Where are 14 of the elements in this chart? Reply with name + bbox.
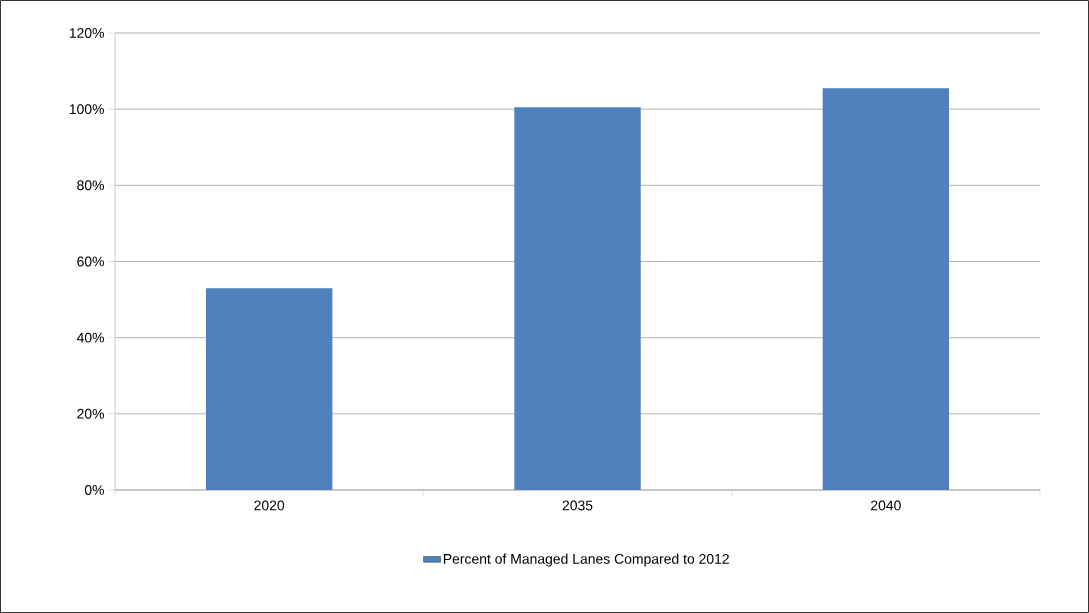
x-tick-label: 2020 — [254, 500, 285, 511]
x-tick-label: 2035 — [562, 500, 593, 511]
y-tick-label: 100% — [69, 104, 104, 115]
legend-label: Percent of Managed Lanes Compared to 2012 — [443, 553, 729, 567]
y-tick-label: 40% — [76, 332, 104, 343]
bar — [822, 88, 950, 490]
y-tick-label: 120% — [69, 28, 104, 38]
y-tick-label: 0% — [84, 485, 104, 495]
bar — [205, 288, 333, 490]
y-tick-label: 60% — [77, 256, 104, 267]
bar — [514, 107, 641, 490]
y-tick-label: 80% — [77, 180, 104, 191]
y-tick-label: 20% — [77, 408, 104, 419]
x-tick-label: 2040 — [871, 500, 901, 511]
